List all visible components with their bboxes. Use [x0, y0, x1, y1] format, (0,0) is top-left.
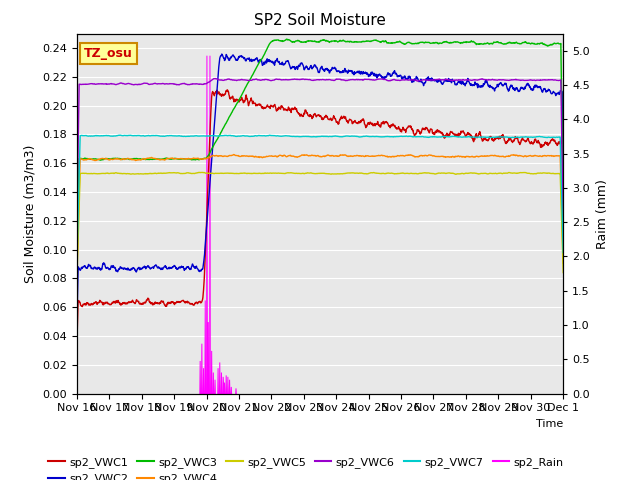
Title: SP2 Soil Moisture: SP2 Soil Moisture [254, 13, 386, 28]
Y-axis label: Soil Moisture (m3/m3): Soil Moisture (m3/m3) [24, 144, 36, 283]
X-axis label: Time: Time [536, 419, 563, 429]
Text: TZ_osu: TZ_osu [84, 47, 133, 60]
Y-axis label: Raim (mm): Raim (mm) [596, 179, 609, 249]
Legend: sp2_VWC1, sp2_VWC2, sp2_VWC3, sp2_VWC4, sp2_VWC5, sp2_VWC6, sp2_VWC7, sp2_Rain: sp2_VWC1, sp2_VWC2, sp2_VWC3, sp2_VWC4, … [44, 453, 568, 480]
